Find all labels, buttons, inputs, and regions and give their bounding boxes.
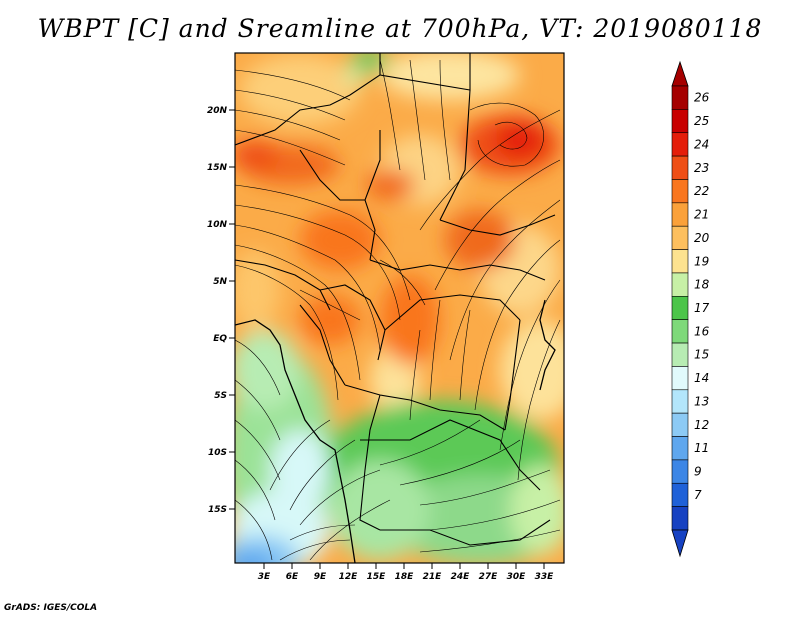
- colorbar-segments: [671, 85, 689, 531]
- colorbar-segment: [671, 109, 689, 134]
- colorbar-label: 14: [694, 371, 709, 385]
- colorbar-bottom-arrow: [671, 529, 689, 558]
- lat-labels: 20N 15N 10N 5N EQ 5S 10S 15S: [207, 106, 228, 515]
- lat-label: 5S: [214, 391, 227, 401]
- colorbar-segment: [671, 459, 689, 484]
- colorbar-segment: [671, 132, 689, 157]
- coastline: [235, 299, 556, 563]
- lon-label: 30E: [507, 572, 527, 582]
- lon-label: 15E: [367, 572, 387, 582]
- colorbar-segment: [671, 249, 689, 274]
- colorbar-label: 20: [694, 231, 710, 245]
- lat-label: 10N: [207, 220, 228, 230]
- grads-credit: GrADS: IGES/COLA: [4, 603, 98, 613]
- colorbar-segment: [671, 319, 689, 344]
- lon-label: 27E: [479, 572, 499, 582]
- colorbar-segment: [671, 436, 689, 461]
- colorbar-segment: [671, 506, 689, 531]
- lon-label: 24E: [451, 572, 471, 582]
- lat-label: 10S: [208, 448, 227, 458]
- colorbar-segment: [671, 389, 689, 414]
- lat-label: 15S: [208, 505, 227, 515]
- lon-tick-marks: [263, 563, 545, 569]
- lon-label: 21E: [423, 572, 443, 582]
- colorbar-label: 16: [694, 324, 710, 338]
- colorbar-segment: [671, 179, 689, 204]
- colorbar-segment: [671, 366, 689, 391]
- lon-label: 33E: [535, 572, 555, 582]
- colorbar-segment: [671, 296, 689, 320]
- colorbar-label: 7: [694, 488, 702, 502]
- colorbar-segment: [671, 85, 689, 110]
- colorbar-label: 25: [694, 114, 709, 128]
- lat-label: 20N: [207, 106, 228, 116]
- colorbar: 26 25 24 23 22 21 20 19 18 17 16 15 14 13 12 11 9 7: [671, 60, 710, 558]
- colorbar-segment: [671, 412, 689, 437]
- lon-label: 6E: [286, 572, 299, 582]
- colorbar-label: 18: [694, 278, 710, 292]
- colorbar-segment: [671, 155, 689, 180]
- colorbar-top-arrow: [671, 60, 689, 87]
- colorbar-label: 17: [694, 301, 710, 315]
- colorbar-label: 12: [694, 418, 709, 432]
- colorbar-label: 23: [694, 161, 709, 175]
- colorbar-segment: [671, 342, 689, 367]
- lon-label: 12E: [339, 572, 359, 582]
- lat-label: EQ: [213, 334, 227, 344]
- colorbar-label: 9: [694, 465, 702, 479]
- lon-label: 3E: [258, 572, 271, 582]
- colorbar-label: 19: [694, 254, 709, 268]
- colorbar-labels: 26 25 24 23 22 21 20 19 18 17 16 15 14 13 12 11 9 7: [694, 91, 710, 502]
- lat-label: 15N: [207, 163, 228, 173]
- colorbar-segment: [671, 482, 689, 507]
- colorbar-label: 11: [694, 441, 709, 455]
- colorbar-segment: [671, 225, 689, 250]
- map-frame: [234, 52, 565, 564]
- lat-tick-marks: [229, 109, 235, 510]
- colorbar-label: 13: [694, 394, 709, 408]
- colorbar-label: 24: [694, 137, 709, 151]
- lon-label: 18E: [395, 572, 415, 582]
- lon-label: 9E: [314, 572, 327, 582]
- colorbar-segment: [671, 202, 689, 227]
- colorbar-label: 22: [694, 184, 709, 198]
- map-title: WBPT [C] and Sreamline at 700hPa, VT: 20…: [37, 14, 763, 43]
- lat-label: 5N: [213, 277, 227, 287]
- colorbar-segment: [671, 272, 689, 297]
- colorbar-label: 21: [694, 208, 709, 222]
- lon-labels: 3E 6E 9E 12E 15E 18E 21E 24E 27E 30E 33E: [258, 572, 554, 582]
- colorbar-label: 26: [694, 91, 710, 105]
- colorbar-label: 15: [694, 348, 709, 362]
- country-borders: [235, 53, 556, 546]
